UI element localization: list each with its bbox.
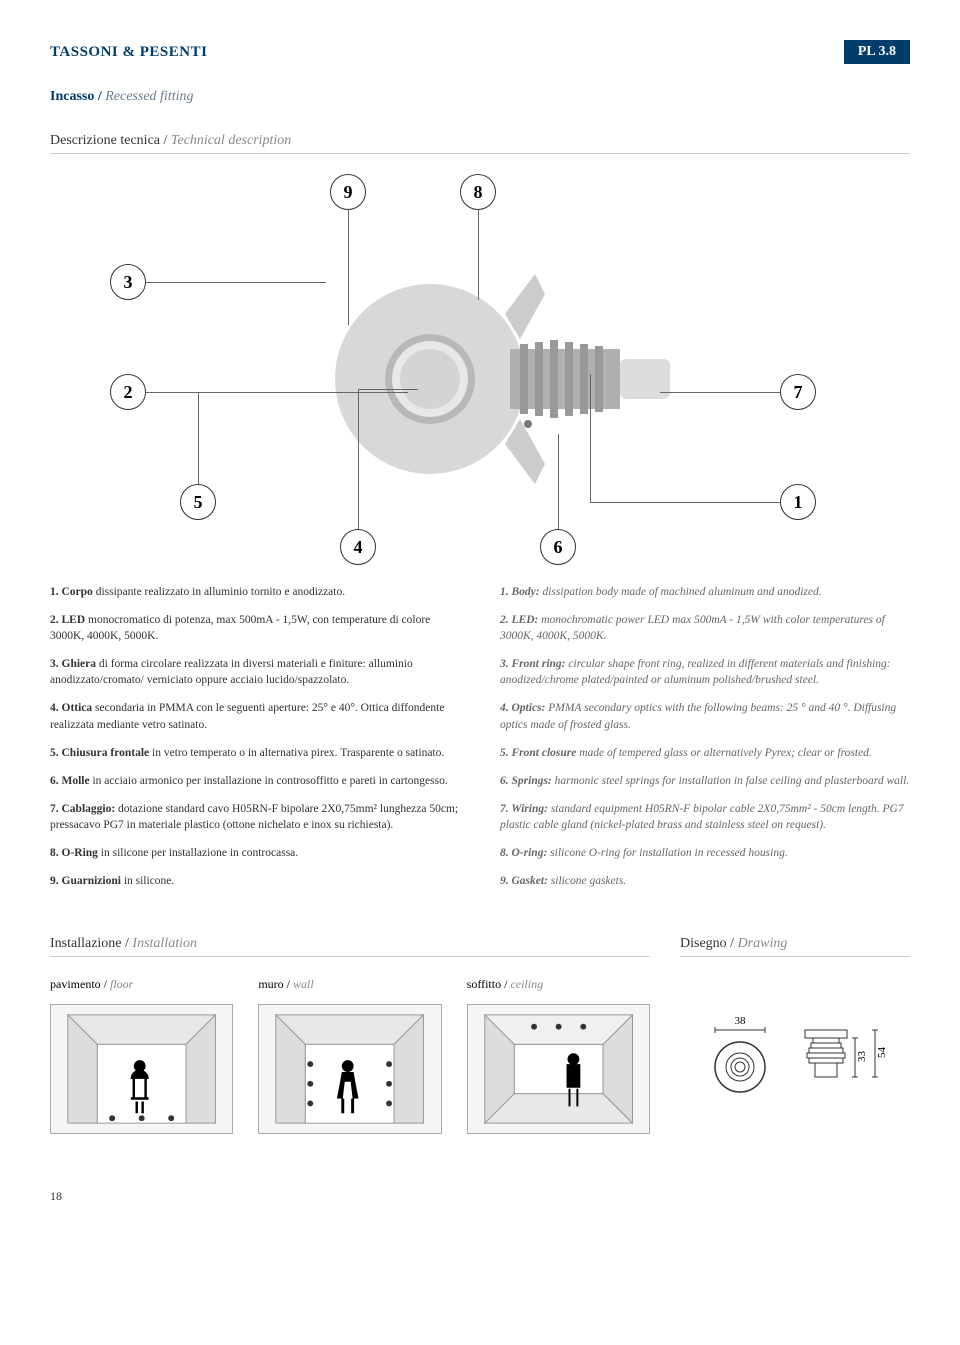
subtitle-it: Incasso /	[50, 89, 105, 104]
install-wall: muro / wall	[258, 977, 441, 1139]
desc-column-en: 1. Body: dissipation body made of machin…	[500, 584, 910, 901]
desc-en-5: 5. Front closure made of tempered glass …	[500, 745, 910, 761]
installation-section: Installazione / Installation pavimento /…	[50, 936, 650, 1139]
callout-4: 4	[340, 529, 376, 565]
drawing-side-icon: 33 54	[795, 1012, 890, 1102]
desc-it-6: 6. Molle in acciaio armonico per install…	[50, 773, 460, 789]
drawing-heading: Disegno / Drawing	[680, 936, 910, 957]
product-illustration	[310, 234, 690, 494]
desc-column-it: 1. Corpo dissipante realizzato in allumi…	[50, 584, 460, 901]
room-floor-icon	[50, 1004, 233, 1134]
callout-line	[590, 374, 591, 502]
dim-width: 38	[735, 1015, 747, 1027]
install-label-wall: muro / wall	[258, 977, 441, 992]
callout-line	[558, 434, 559, 529]
page-header: TASSONI & PESENTI PL 3.8	[50, 40, 910, 64]
category-subtitle: Incasso / Recessed fitting	[50, 89, 910, 105]
callout-2: 2	[110, 374, 146, 410]
callout-9: 9	[330, 174, 366, 210]
callout-line	[348, 210, 349, 325]
callout-3: 3	[110, 264, 146, 300]
lower-section: Installazione / Installation pavimento /…	[50, 936, 910, 1139]
description-columns: 1. Corpo dissipante realizzato in allumi…	[50, 584, 910, 901]
install-title-it: Installazione /	[50, 936, 132, 951]
product-diagram: 9 8 3 2 7 5 1 4 6	[50, 174, 910, 564]
install-row: pavimento / floor muro / wall	[50, 977, 650, 1139]
install-label-floor: pavimento / floor	[50, 977, 233, 992]
desc-en-1: 1. Body: dissipation body made of machin…	[500, 584, 910, 600]
tech-desc-it: Descrizione tecnica /	[50, 133, 171, 148]
desc-en-9: 9. Gasket: silicone gaskets.	[500, 873, 910, 889]
page-number: 18	[50, 1189, 910, 1204]
callout-8: 8	[460, 174, 496, 210]
callout-6: 6	[540, 529, 576, 565]
drawing-title-en: Drawing	[738, 936, 788, 951]
callout-7: 7	[780, 374, 816, 410]
technical-drawing: 38 33 54	[680, 1012, 910, 1102]
callout-line	[198, 392, 408, 393]
desc-en-4: 4. Optics: PMMA secondary optics with th…	[500, 700, 910, 732]
callout-line	[590, 502, 780, 503]
room-wall-icon	[258, 1004, 441, 1134]
drawing-front-icon: 38	[700, 1012, 780, 1102]
desc-it-3: 3. Ghiera di forma circolare realizzata …	[50, 656, 460, 688]
desc-en-7: 7. Wiring: standard equipment H05RN-F bi…	[500, 801, 910, 833]
desc-it-9: 9. Guarnizioni in silicone.	[50, 873, 460, 889]
callout-line	[660, 392, 780, 393]
install-ceiling: soffitto / ceiling	[467, 977, 650, 1139]
brand-name: TASSONI & PESENTI	[50, 44, 207, 61]
callout-line	[358, 389, 418, 390]
drawing-section: Disegno / Drawing 38	[680, 936, 910, 1139]
model-badge: PL 3.8	[844, 40, 910, 64]
subtitle-en: Recessed fitting	[105, 89, 193, 104]
callout-line	[198, 392, 199, 484]
dim-54: 54	[876, 1047, 888, 1059]
desc-it-7: 7. Cablaggio: dotazione standard cavo H0…	[50, 801, 460, 833]
drawing-title-it: Disegno /	[680, 936, 738, 951]
callout-5: 5	[180, 484, 216, 520]
desc-it-8: 8. O-Ring in silicone per installazione …	[50, 845, 460, 861]
desc-en-2: 2. LED: monochromatic power LED max 500m…	[500, 612, 910, 644]
desc-en-8: 8. O-ring: silicone O-ring for installat…	[500, 845, 910, 861]
install-floor: pavimento / floor	[50, 977, 233, 1139]
desc-it-5: 5. Chiusura frontale in vetro temperato …	[50, 745, 460, 761]
desc-it-1: 1. Corpo dissipante realizzato in allumi…	[50, 584, 460, 600]
desc-en-3: 3. Front ring: circular shape front ring…	[500, 656, 910, 688]
dim-33: 33	[856, 1051, 868, 1063]
tech-desc-en: Technical description	[171, 133, 291, 148]
desc-it-2: 2. LED monocromatico di potenza, max 500…	[50, 612, 460, 644]
callout-line	[146, 282, 326, 283]
install-title-en: Installation	[132, 936, 197, 951]
callout-line	[358, 389, 359, 529]
desc-it-4: 4. Ottica secondaria in PMMA con le segu…	[50, 700, 460, 732]
callout-1: 1	[780, 484, 816, 520]
install-label-ceiling: soffitto / ceiling	[467, 977, 650, 992]
desc-en-6: 6. Springs: harmonic steel springs for i…	[500, 773, 910, 789]
callout-line	[478, 210, 479, 300]
room-ceiling-icon	[467, 1004, 650, 1134]
install-heading: Installazione / Installation	[50, 936, 650, 957]
tech-desc-heading: Descrizione tecnica / Technical descript…	[50, 133, 910, 154]
